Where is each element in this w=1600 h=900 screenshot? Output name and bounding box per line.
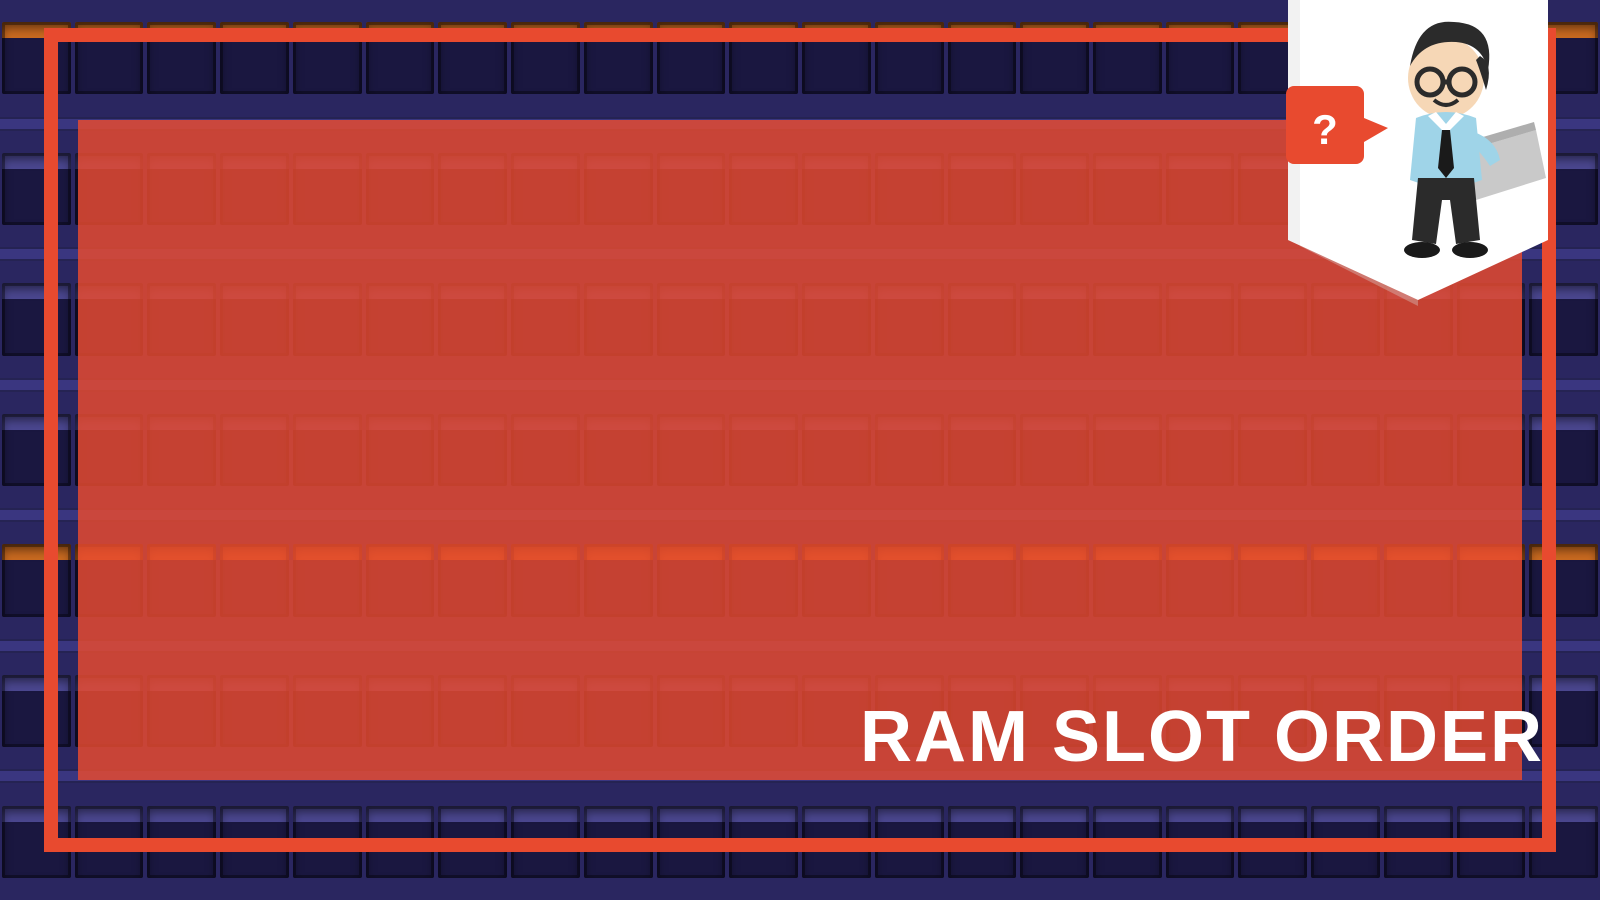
graphic-root: RAM SLOT ORDER ?: [0, 0, 1600, 900]
mascot-badge: ?: [1268, 0, 1568, 320]
graphic-title: RAM SLOT ORDER: [860, 696, 1544, 778]
question-mark: ?: [1312, 106, 1338, 153]
